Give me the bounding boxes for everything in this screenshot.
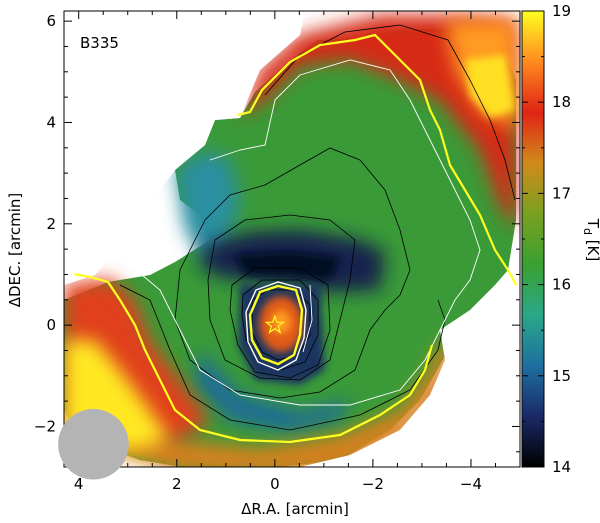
y-tick-label: 0	[46, 316, 56, 334]
white-contour-core	[245, 281, 307, 371]
y-axis-ticks	[64, 20, 520, 453]
colorbar-label-unit: [K]	[584, 235, 600, 261]
cool-south-region	[195, 350, 350, 432]
marker-layer	[58, 314, 286, 480]
black-contour-5	[241, 279, 319, 371]
black-contour-6	[251, 289, 311, 361]
colorbar-label-main: T	[584, 218, 600, 229]
y-tick-label: 2	[46, 215, 56, 233]
contour-layer	[73, 24, 517, 444]
yellow-contour-north	[237, 33, 517, 286]
temperature-map	[64, 11, 520, 467]
yellow-contour-core	[248, 284, 304, 366]
y-axis-label: ΔDEC. [arcmin]	[6, 193, 24, 308]
panel-label: B335	[80, 34, 119, 52]
colorbar-label: Td [K]	[581, 218, 600, 261]
white-contour-2	[302, 284, 313, 353]
colorbar-tick-label: 17	[552, 184, 571, 202]
y-tick-label: −2	[34, 417, 56, 435]
plot-frame	[63, 10, 521, 468]
colorbar-tick-label: 14	[552, 458, 571, 476]
black-contour-4	[229, 267, 331, 379]
source-star-icon	[264, 314, 286, 334]
cold-ring-deep	[235, 252, 340, 280]
yellow-contour-south	[73, 272, 434, 444]
beam-circle	[58, 408, 129, 480]
no-data-northwest	[64, 11, 305, 285]
y-tick-label: 6	[46, 12, 56, 30]
no-data-southwest	[300, 250, 520, 467]
y-axis-tick-labels: −2 0 2 4 6	[34, 12, 56, 435]
colorbar-ticks	[522, 10, 544, 468]
black-contour-2	[174, 147, 411, 399]
hot-northeast-region	[240, 15, 516, 230]
x-tick-label: 4	[74, 475, 84, 493]
hot-northeast-peak	[465, 55, 515, 118]
white-contour-1	[129, 59, 481, 406]
x-tick-label: −4	[460, 475, 482, 493]
x-axis-tick-labels: 4 2 0 −2 −4	[74, 475, 482, 493]
colorbar-tick-label: 16	[552, 276, 571, 294]
black-contour-outer	[119, 284, 446, 431]
colorbar-tick-label: 18	[552, 93, 571, 111]
colorbar	[521, 10, 545, 468]
colorbar-tick-labels: 14 15 16 17 18 19	[552, 2, 571, 476]
x-tick-label: 2	[172, 475, 182, 493]
x-axis-label: ΔR.A. [arcmin]	[241, 500, 349, 518]
colorbar-tick-label: 19	[552, 2, 571, 20]
x-tick-label: −2	[362, 475, 384, 493]
colorbar-tick-label: 15	[552, 367, 571, 385]
colorbar-label-subscript: d	[581, 228, 594, 235]
black-contour-3	[207, 214, 356, 381]
warm-south-fringe	[110, 340, 455, 467]
y-tick-label: 4	[46, 113, 56, 131]
x-tick-label: 0	[270, 475, 280, 493]
